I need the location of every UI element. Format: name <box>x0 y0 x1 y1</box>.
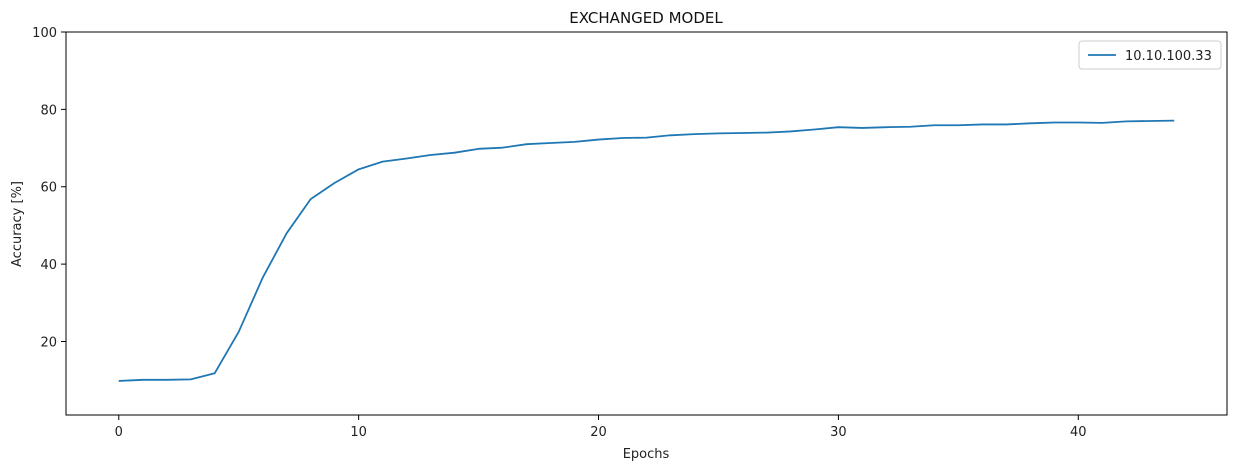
series-layer <box>118 119 1175 382</box>
y-tick-label: 40 <box>40 258 57 273</box>
x-axis-label: Epochs <box>623 447 670 462</box>
x-tick-label: 30 <box>830 425 847 440</box>
y-tick-label: 100 <box>32 26 57 41</box>
chart-title: EXCHANGED MODEL <box>569 9 723 27</box>
x-tick-label: 10 <box>350 425 367 440</box>
x-axis: 0 10 20 30 40 <box>115 415 1087 440</box>
x-tick-label: 0 <box>115 425 123 440</box>
plot-frame <box>65 31 1228 416</box>
y-tick-label: 80 <box>40 103 57 118</box>
plot-area <box>65 31 1228 416</box>
x-tick-label: 40 <box>1070 425 1087 440</box>
legend: 10.10.100.33 <box>1078 40 1222 70</box>
y-tick-label: 60 <box>40 181 57 196</box>
legend-box <box>1078 40 1222 70</box>
y-axis-label: Accuracy [%] <box>10 181 25 267</box>
x-tick-label: 20 <box>590 425 607 440</box>
series-line-0 <box>118 119 1175 382</box>
y-tick-label: 20 <box>40 335 57 350</box>
y-axis: 20 40 60 80 100 <box>32 26 66 350</box>
legend-label: 10.10.100.33 <box>1125 49 1212 64</box>
